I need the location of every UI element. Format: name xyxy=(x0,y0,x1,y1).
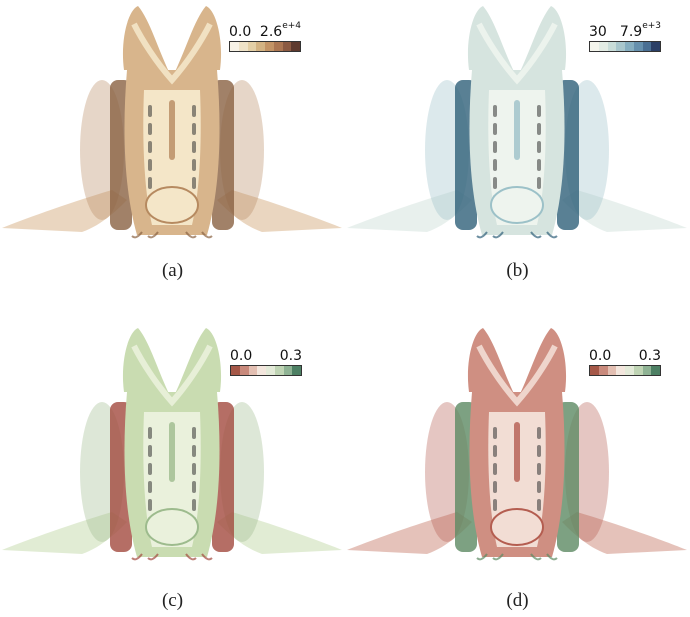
colorbar-min-label: 0.0 xyxy=(229,24,252,40)
colorbar-max-label: 0.3 xyxy=(638,348,661,364)
colorbar-max-label: 2.6e+4 xyxy=(259,21,301,40)
volume-render-d xyxy=(347,328,687,561)
colorbar-min-label: 0.0 xyxy=(589,348,612,364)
colorbar-gradient xyxy=(589,41,661,52)
colorbar-a: 0.0 2.6e+4 xyxy=(229,21,301,52)
volume-render-a xyxy=(2,6,342,239)
render-shape xyxy=(2,6,342,239)
caption-c: (c) xyxy=(161,590,184,611)
colorbar-max-label: 7.9e+3 xyxy=(619,21,661,40)
panel-c: 0.0 0.3 (c) xyxy=(0,308,345,616)
volume-render-b xyxy=(347,6,687,239)
colorbar-d: 0.0 0.3 xyxy=(589,348,661,376)
panel-a: 0.0 2.6e+4 (a) xyxy=(0,0,345,308)
volume-render-c xyxy=(2,328,342,561)
colorbar-gradient xyxy=(589,365,661,376)
panel-b: 30 7.9e+3 (b) xyxy=(345,0,690,308)
caption-a: (a) xyxy=(161,260,184,281)
panel-d: 0.0 0.3 (d) xyxy=(345,308,690,616)
caption-d: (d) xyxy=(506,590,529,611)
colorbar-min-label: 0.0 xyxy=(230,348,253,364)
render-shape xyxy=(2,328,342,561)
colorbar-max-label: 0.3 xyxy=(279,348,302,364)
colorbar-c: 0.0 0.3 xyxy=(230,348,302,376)
render-shape xyxy=(347,6,687,239)
colorbar-gradient xyxy=(229,41,301,52)
caption-b: (b) xyxy=(506,260,529,281)
colorbar-min-label: 30 xyxy=(589,24,607,40)
colorbar-b: 30 7.9e+3 xyxy=(589,21,661,52)
render-shape xyxy=(347,328,687,561)
colorbar-gradient xyxy=(230,365,302,376)
